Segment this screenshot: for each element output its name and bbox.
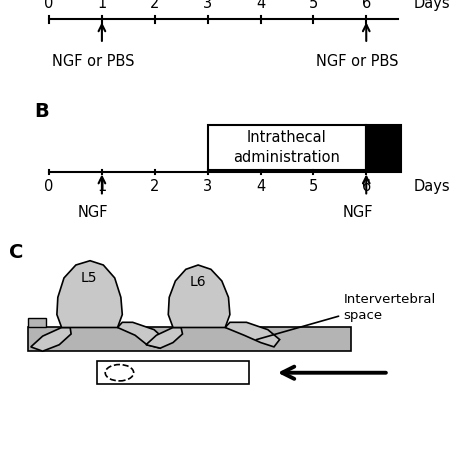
Text: 2: 2 [150,180,159,194]
Text: B: B [34,102,49,121]
Text: 6: 6 [362,180,371,194]
Text: Days: Days [414,0,450,11]
Text: 4: 4 [256,0,265,11]
Bar [208,125,366,170]
Bar [97,361,249,384]
Bar [28,328,351,351]
Text: L6: L6 [190,275,207,289]
Ellipse shape [105,365,134,381]
Text: 5: 5 [309,180,318,194]
Text: NGF or PBS: NGF or PBS [316,54,399,69]
Text: NGF: NGF [342,205,373,220]
Polygon shape [225,322,280,347]
Bar [28,318,46,328]
Polygon shape [31,328,71,351]
Polygon shape [57,261,122,328]
Text: 6: 6 [362,0,371,11]
Polygon shape [118,322,166,348]
Text: 1: 1 [97,180,107,194]
Text: Days: Days [414,180,450,194]
Text: 4: 4 [256,180,265,194]
Text: L5: L5 [81,271,97,285]
Bar [366,125,401,170]
Text: 0: 0 [45,180,54,194]
Text: 5: 5 [309,0,318,11]
Text: NGF or PBS: NGF or PBS [52,54,134,69]
Text: 3: 3 [203,180,212,194]
Polygon shape [168,265,230,328]
Text: 0: 0 [45,0,54,11]
Text: 2: 2 [150,0,159,11]
Text: C: C [9,244,23,263]
Polygon shape [146,328,182,348]
Text: Intervertebral: Intervertebral [344,293,436,306]
Text: 1: 1 [97,0,107,11]
Text: space: space [344,310,383,322]
Text: 3: 3 [203,0,212,11]
Text: Intrathecal
administration: Intrathecal administration [234,130,340,164]
Text: NGF: NGF [78,205,109,220]
